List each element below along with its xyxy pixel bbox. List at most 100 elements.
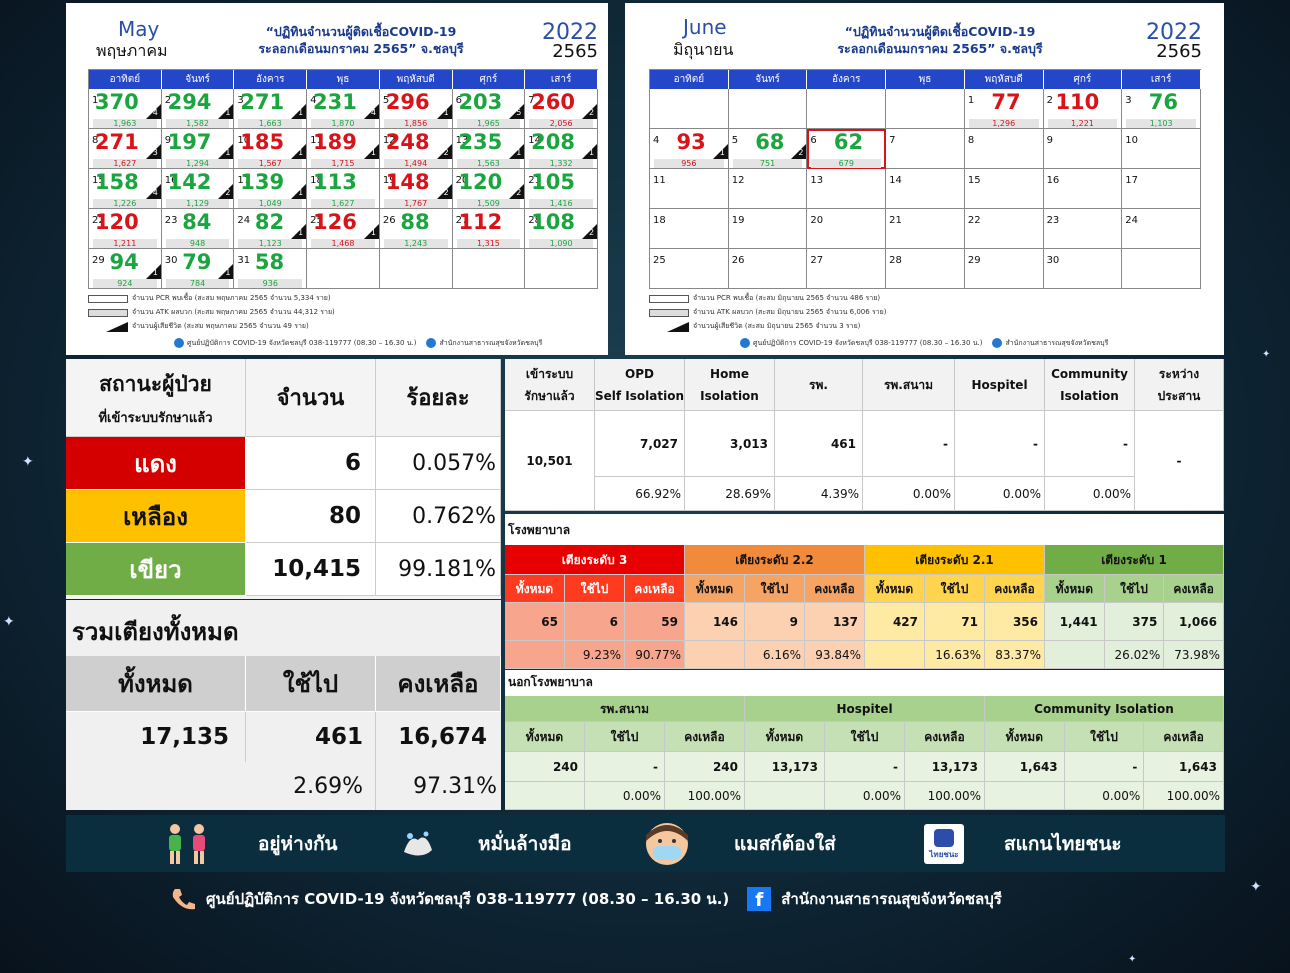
- calendar-day-cell: 1 77 1,296: [964, 89, 1044, 129]
- day-number: 3: [1125, 95, 1132, 106]
- header-line: Home: [710, 366, 749, 381]
- death-count: 1: [225, 148, 231, 157]
- death-count: 1: [298, 188, 304, 197]
- day-number: 21: [528, 175, 542, 186]
- pcr-count: 68: [755, 130, 785, 154]
- system-value-3: -: [863, 411, 955, 477]
- calendar-day-cell: 12: [728, 169, 808, 209]
- calendar-day-cell: 25: [650, 249, 729, 289]
- status-count-1: 80: [246, 490, 376, 543]
- atk-count: 1,567: [238, 159, 303, 168]
- death-count: 2: [516, 188, 522, 197]
- atk-count: 751: [732, 159, 803, 168]
- day-number: 25: [653, 255, 666, 266]
- death-count: 1: [225, 268, 231, 277]
- atk-count: 1,123: [238, 239, 303, 248]
- calendar-day-cell: 24 82 1,123 1: [234, 209, 308, 249]
- day-number: 27: [810, 255, 824, 266]
- pcr-count: 197: [167, 130, 212, 154]
- calendar-day-cell: [307, 249, 380, 289]
- day-number: 23: [164, 215, 178, 226]
- day-number: 15: [92, 175, 105, 186]
- hospital-used-1: 9: [745, 603, 805, 641]
- thaichana-item: ไทยชนะ: [924, 815, 964, 872]
- day-number: 11: [653, 175, 666, 186]
- calendar-day-cell: 16 142 1,129 2: [161, 169, 235, 209]
- calendar-day-cell: 5 296 1,856 1: [379, 89, 453, 129]
- legend-item: จำนวน PCR พบเชื้อ (สะสม พฤษภาคม 2565 จำน…: [88, 293, 331, 304]
- hospital-subheader: ใช้ไป: [565, 575, 625, 603]
- outside-used-pct-0: 0.00%: [585, 782, 665, 810]
- hospital-group-header-0: เตียงระดับ 3: [505, 545, 685, 575]
- pcr-count: 112: [458, 210, 503, 234]
- system-header-3: รพ.: [775, 359, 863, 411]
- calendar-day-cell: [807, 89, 887, 129]
- death-legend-icon: [88, 321, 128, 332]
- star-decoration: ✦: [1262, 349, 1271, 360]
- day-number: 17: [1125, 175, 1139, 186]
- pcr-count: 120: [94, 210, 139, 234]
- day-number: 12: [382, 135, 396, 146]
- hospital-empty: [865, 641, 925, 669]
- month-en: May: [118, 17, 160, 41]
- legend-text: จำนวนผู้เสียชีวิต (สะสม มิถุนายน 2565 จำ…: [693, 322, 861, 330]
- facebook-icon: [426, 338, 437, 348]
- pcr-count: 76: [1148, 90, 1178, 114]
- outside-subheader: คงเหลือ: [665, 722, 745, 752]
- day-number: 22: [967, 215, 981, 226]
- header-line: ระหว่าง: [1158, 366, 1200, 381]
- day-number: 9: [1046, 135, 1053, 146]
- hospital-subheader: คงเหลือ: [625, 575, 685, 603]
- atk-count: 1,663: [238, 119, 303, 128]
- beds-used-header: ใช้ไป: [246, 656, 376, 712]
- outside-total-1: 13,173: [745, 752, 825, 782]
- calendar-day-cell: 23: [1043, 209, 1123, 249]
- legend-text: จำนวน PCR พบเชื้อ (สะสม มิถุนายน 2565 จำ…: [693, 294, 881, 302]
- title-line-2: ระลอกเดือนมกราคม 2565” จ.ชลบุรี: [258, 41, 464, 56]
- hospital-group-header-3: เตียงระดับ 1: [1045, 545, 1224, 575]
- pcr-count: 208: [531, 130, 575, 154]
- weekday-header: พฤหัสบดี: [964, 70, 1044, 89]
- outside-left-1: 13,173: [905, 752, 985, 782]
- death-marker: 1: [712, 144, 728, 159]
- pcr-count: 84: [182, 210, 212, 234]
- outside-total-2: 1,643: [985, 752, 1065, 782]
- atk-count: 1,870: [311, 119, 375, 128]
- mask-icon: [646, 822, 688, 865]
- day-number: 2: [1046, 95, 1053, 106]
- title-line-1: “ปฏิทินจำนวนผู้ติดเชื้อCOVID-19: [265, 24, 457, 39]
- system-header-7: ระหว่าง ประสาน: [1135, 359, 1224, 411]
- calendar-day-cell: 6 203 1,965 5: [452, 89, 526, 129]
- calendar-day-cell: 22: [964, 209, 1044, 249]
- outside-left-pct-0: 100.00%: [665, 782, 745, 810]
- status-header-line2: ที่เข้าระบบรักษาแล้ว: [98, 410, 213, 426]
- day-number: 25: [310, 215, 323, 226]
- calendar-day-cell: 16: [1043, 169, 1123, 209]
- system-pct-2: 4.39%: [775, 477, 863, 511]
- system-pct-3: 0.00%: [863, 477, 955, 511]
- day-number: 20: [455, 175, 469, 186]
- legend-item: จำนวน ATK ผลบวก (สะสม มิถุนายน 2565 จำนว…: [649, 307, 886, 318]
- pcr-count: 139: [240, 170, 285, 194]
- mask-item: [644, 815, 690, 872]
- beds-total-header: ทั้งหมด: [66, 656, 246, 712]
- pcr-count: 148: [385, 170, 430, 194]
- weekday-header: อังคาร: [234, 70, 308, 89]
- calendar-day-cell: 7 260 2,056 2: [525, 89, 598, 129]
- system-value-6: -: [1135, 411, 1224, 511]
- day-number: 8: [92, 135, 99, 146]
- day-number: 26: [731, 255, 745, 266]
- atk-count: 1,243: [383, 239, 448, 248]
- atk-count: 1,294: [165, 159, 230, 168]
- pcr-count: 82: [254, 210, 285, 234]
- day-number: 4: [310, 95, 317, 106]
- calendar-day-cell: 8: [964, 129, 1044, 169]
- day-number: 1: [92, 95, 99, 106]
- handwash-item: [396, 815, 440, 872]
- weekday-header: จันทร์: [728, 70, 808, 89]
- thaichana-badge-text: ไทยชนะ: [929, 849, 959, 859]
- day-number: 22: [92, 215, 105, 226]
- hospital-used-2: 71: [925, 603, 985, 641]
- month-th: พฤษภาคม: [96, 41, 168, 60]
- calendar-day-cell: 10 185 1,567 1: [234, 129, 308, 169]
